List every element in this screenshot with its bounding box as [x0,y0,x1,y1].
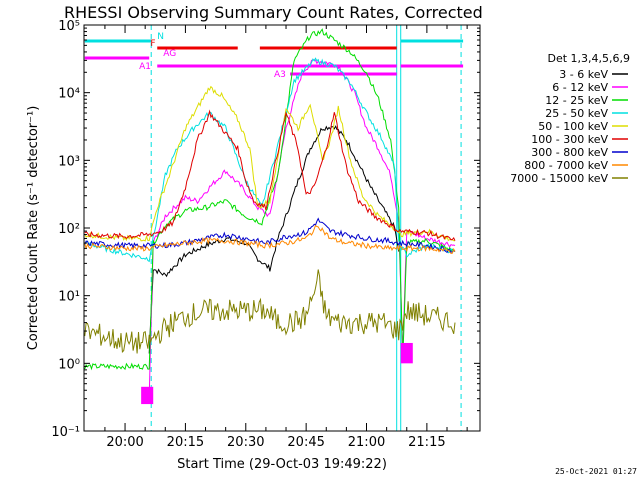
series-line [84,269,456,354]
series-line [84,57,456,263]
y-tick-label: 10⁰ [58,357,80,372]
attenuator-block [141,386,154,405]
flag-bar [84,56,150,60]
legend-label: 300 - 800 keV [531,146,608,159]
attenuator-block [400,342,413,364]
x-axis-label: Start Time (29-Oct-03 19:49:22) [177,457,387,472]
y-axis: 10⁻¹ 10⁰ 10¹ 10² 10³ 10⁴ 10⁵ [51,19,480,440]
x-tick-label: 20:45 [287,435,324,450]
series-line [148,125,400,354]
flag-bar [400,64,464,68]
chart-title: RHESSI Observing Summary Count Rates, Co… [64,3,483,22]
legend-label: 25 - 50 keV [545,107,608,120]
legend-label: 3 - 6 keV [559,68,608,81]
x-tick-label: 21:00 [348,435,385,450]
legend-label: 800 - 7000 keV [524,159,608,172]
y-tick-label: 10⁴ [58,87,80,102]
flag-bar [157,64,397,68]
legend-label: 100 - 300 keV [531,133,608,146]
flag-bar [84,39,152,43]
flag-bar [400,39,464,43]
x-axis: 20:00 20:15 20:30 20:45 21:00 21:15 [104,25,468,450]
y-tick-label: 10¹ [58,290,80,305]
y-tick-label: 10² [58,222,80,237]
x-tick-label: 20:00 [106,435,143,450]
flag-label: F [150,39,155,49]
flag-label: A3 [274,70,286,80]
series-line [84,85,456,242]
flag-label: N [157,32,164,42]
flag-label: AG [163,49,176,59]
legend-label: 6 - 12 keV [552,81,608,94]
legend-label: 12 - 25 keV [545,94,608,107]
legend-label: 7000 - 15000 keV [510,172,608,185]
series-line [84,109,456,241]
series-line [84,224,456,255]
x-tick-label: 20:30 [227,435,264,450]
plot-area: NF AG A1 A3 [84,25,464,431]
flag-bar [157,46,238,50]
x-tick-label: 21:15 [408,435,445,450]
x-tick-label: 20:15 [167,435,204,450]
y-tick-label: 10⁵ [58,19,80,34]
legend-label: 50 - 100 keV [538,120,608,133]
y-axis-label: Corrected Count Rate (s⁻¹ detector⁻¹) [26,106,41,351]
flag-label: A1 [139,62,151,72]
legend-title: Det 1,3,4,5,6,9 [547,52,630,65]
timestamp: 25-Oct-2021 01:27 [555,467,637,476]
y-tick-label: 10⁻¹ [51,425,80,440]
y-tick-label: 10³ [58,154,80,169]
series-line [84,217,456,254]
flag-bar [259,46,397,50]
